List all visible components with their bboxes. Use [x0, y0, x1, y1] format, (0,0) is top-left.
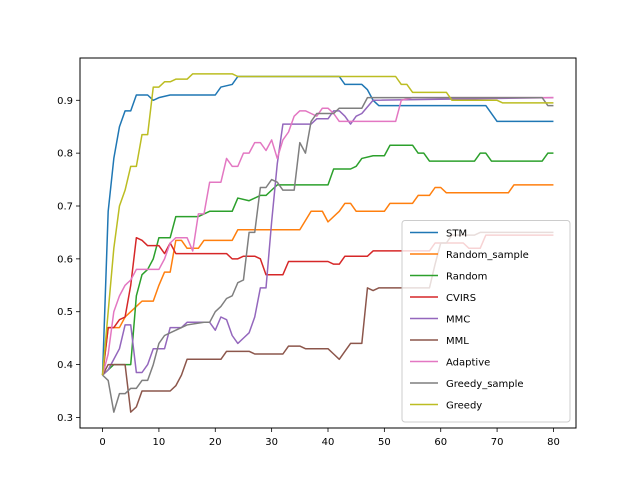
- y-tick-label: 0.5: [57, 307, 73, 318]
- legend-entry: Random_sample: [446, 250, 529, 261]
- series-line-greedy: [101, 73, 554, 376]
- y-tick-label: 0.3: [57, 413, 73, 424]
- legend: STM Random_sample Random CVIRS MMC MML Adaptiv…: [401, 220, 571, 423]
- x-tick-label: 10: [153, 437, 166, 448]
- y-tick-label: 0.8: [57, 149, 73, 160]
- legend-entry: CVIRS: [446, 293, 476, 304]
- legend-entry: STM: [446, 229, 467, 240]
- y-tick-label: 0.9: [57, 96, 73, 107]
- x-tick-label: 70: [491, 437, 504, 448]
- x-tick-label: 30: [265, 437, 278, 448]
- legend-box: [401, 220, 571, 423]
- x-tick-label: 40: [322, 437, 335, 448]
- series-line-stm: [101, 75, 554, 376]
- y-tick-label: 0.4: [57, 360, 73, 371]
- legend-entry: Random: [446, 272, 487, 283]
- x-axis: 0 10 20 30 40 50 60 70 80: [99, 428, 560, 448]
- y-tick-label: 0.7: [57, 202, 73, 213]
- series-line-adaptive: [101, 96, 554, 376]
- y-tick-label: 0.6: [57, 254, 73, 265]
- legend-entry: Adaptive: [446, 358, 490, 369]
- x-tick-label: 80: [547, 437, 560, 448]
- x-tick-label: 20: [209, 437, 222, 448]
- legend-entry: Greedy: [446, 401, 482, 412]
- x-tick-label: 60: [434, 437, 447, 448]
- legend-entry: Greedy_sample: [446, 379, 524, 390]
- series-line-random: [102, 144, 554, 376]
- series-line-greedy-sample: [102, 96, 554, 413]
- x-tick-label: 0: [99, 437, 105, 448]
- legend-entry: MML: [446, 336, 469, 347]
- y-axis: 0.3 0.4 0.5 0.6 0.7 0.8 0.9: [57, 96, 80, 424]
- series-line-random-sample: [101, 184, 554, 376]
- x-tick-label: 50: [378, 437, 391, 448]
- legend-entry: MMC: [446, 315, 470, 326]
